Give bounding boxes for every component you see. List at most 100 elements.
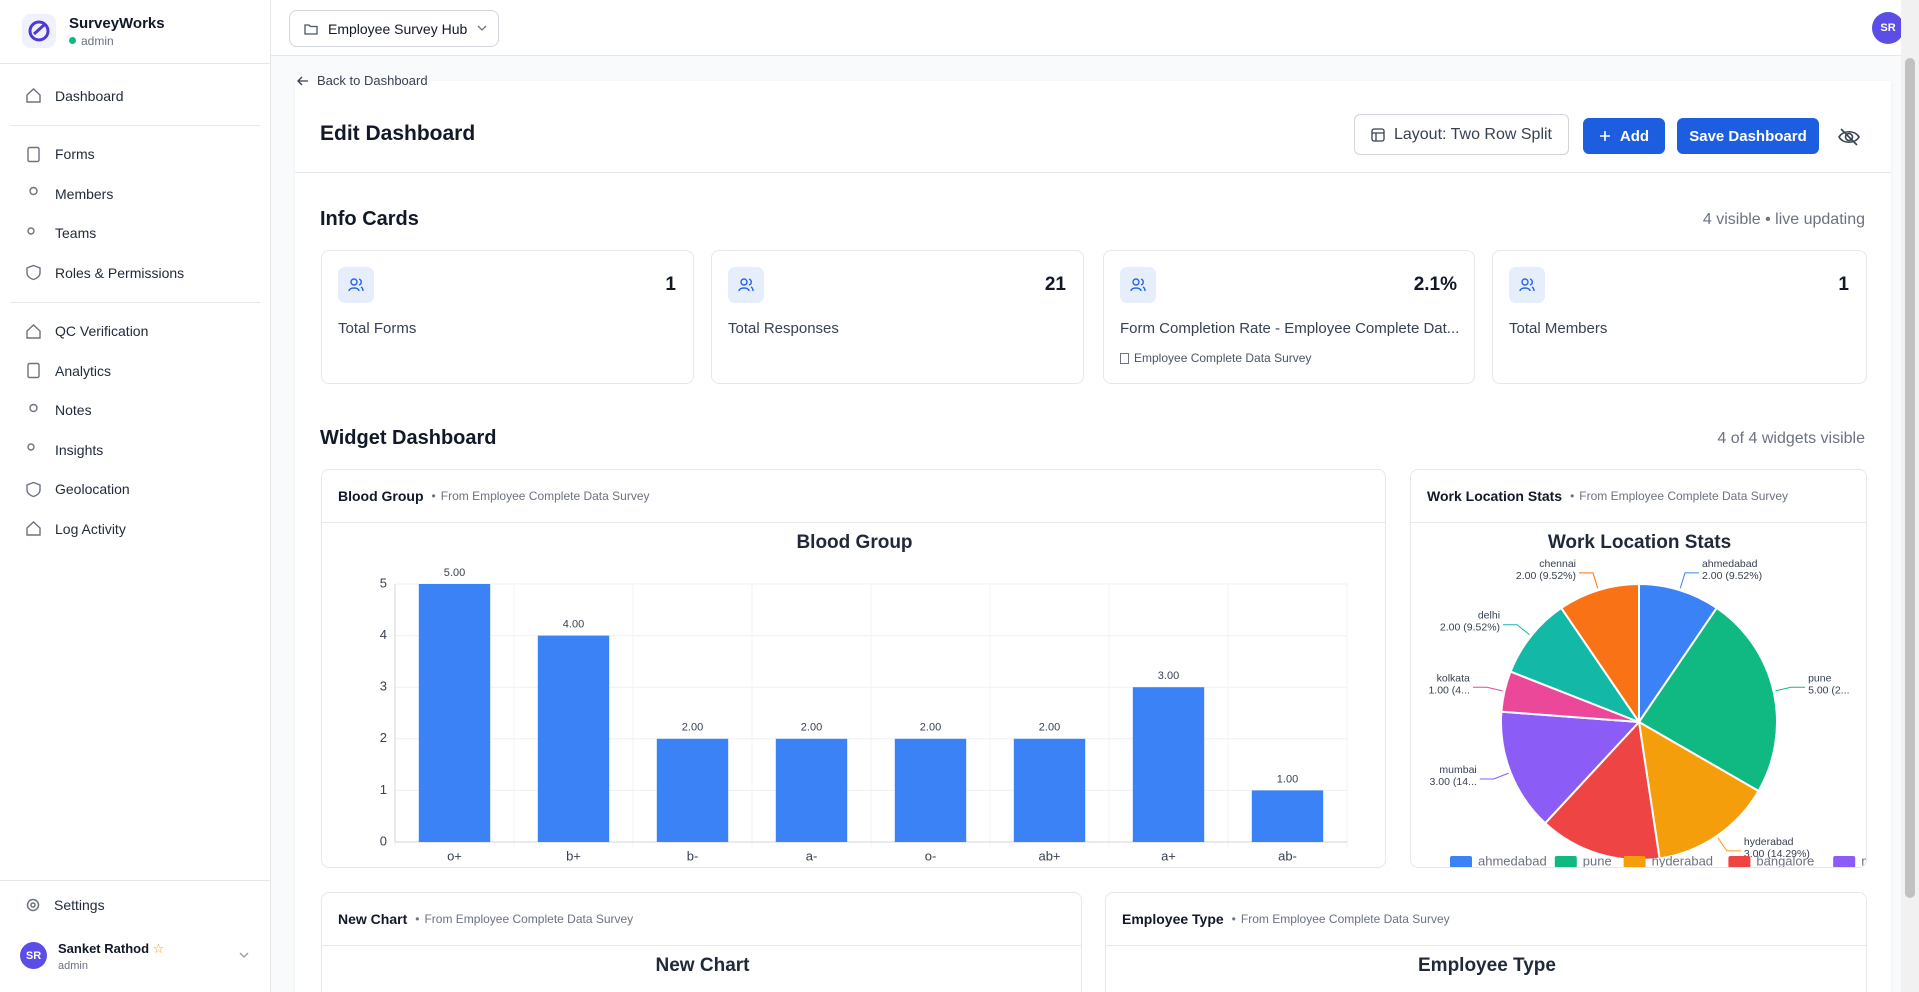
- widgets-title: Widget Dashboard: [320, 427, 497, 449]
- widget-card: Blood Group 0 1 2 3 4 5 5.00 o+ 4.00 b+ 2.00 b- 2.00 a…: [321, 469, 1386, 868]
- bar: [537, 635, 610, 842]
- icon-shape: [27, 443, 35, 451]
- brand-logo: [22, 14, 56, 48]
- pie-slice: [1500, 710, 1642, 825]
- nav-item[interactable]: Analytics: [0, 351, 260, 391]
- settings-label: Settings: [54, 897, 105, 913]
- back-link[interactable]: Back to Dashboard: [297, 73, 428, 88]
- status-dot: [69, 37, 76, 44]
- slice-name: pune: [1808, 672, 1832, 684]
- slice-name: delhi: [1478, 610, 1500, 622]
- nav-icon: [27, 227, 35, 235]
- widget-header: Work Location Stats From Employee Complet…: [1411, 470, 1866, 523]
- divider: [295, 172, 1891, 173]
- widget-header: Employee Type From Employee Complete Data…: [1106, 893, 1866, 946]
- back-label: Back to Dashboard: [317, 73, 428, 88]
- separator: [0, 880, 270, 881]
- brand-role: admin: [81, 34, 114, 48]
- x-tick-label: o-: [925, 848, 937, 863]
- nav-group: QC Verification Analytics Notes Insights Geo…: [10, 301, 260, 549]
- pie-slice: [1637, 720, 1760, 860]
- card-label: Total Forms: [338, 320, 417, 337]
- page-title: Edit Dashboard: [320, 122, 476, 145]
- nav-item[interactable]: Members: [0, 174, 260, 214]
- legend-label: mumbai: [1861, 853, 1867, 868]
- icon-shape: [1120, 352, 1129, 364]
- legend-label: hyderabad: [1652, 853, 1713, 868]
- y-tick-label: 1: [380, 782, 387, 797]
- top-avatar[interactable]: SR: [1872, 12, 1904, 44]
- data-label: 2.00: [801, 722, 822, 734]
- nav-item[interactable]: Roles & Permissions: [0, 253, 260, 293]
- x-tick-label: ab+: [1038, 848, 1060, 863]
- icon-shape: [26, 521, 41, 536]
- bar: [1132, 687, 1205, 842]
- nav-item[interactable]: Insights: [0, 430, 260, 470]
- widget-card: Work Location Stats ahmedabad 2.00 (9.52%)…: [1410, 469, 1867, 868]
- user-name-text: Sanket Rathod: [58, 941, 150, 956]
- separator: [0, 63, 270, 64]
- icon: [348, 278, 364, 292]
- nav-icon: [26, 323, 41, 339]
- icon-shape: [738, 278, 754, 292]
- chart: New Chart: [656, 955, 751, 976]
- nav-label: Analytics: [55, 362, 112, 379]
- nav-icon: [26, 521, 41, 536]
- y-tick-label: 5: [380, 575, 387, 590]
- slice-name: mumbai: [1439, 764, 1476, 776]
- x-tick-label: b+: [566, 848, 581, 863]
- layout-button[interactable]: Layout: Two Row Split: [1354, 114, 1569, 155]
- widget-header: Blood Group From Employee Complete Data S…: [322, 470, 1385, 523]
- save-button[interactable]: Save Dashboard: [1677, 118, 1819, 154]
- sidebar: SurveyWorks admin Dashboard Forms Members T…: [0, 0, 271, 992]
- nav-icon: [29, 403, 38, 412]
- widget-name: New Chart: [338, 911, 408, 927]
- icon: [1519, 278, 1535, 292]
- icon-shape: [350, 278, 358, 286]
- icon: [1130, 278, 1146, 292]
- user-menu-chevron[interactable]: [238, 951, 250, 959]
- y-tick-label: 3: [380, 679, 387, 694]
- slice-label: 5.00 (2...: [1808, 684, 1849, 696]
- slice-name: kolkata: [1437, 672, 1470, 684]
- nav-label: QC Verification: [55, 323, 149, 340]
- data-label: 4.00: [563, 619, 584, 631]
- workspace-name: Employee Survey Hub: [328, 20, 468, 37]
- widget-source: From Employee Complete Data Survey: [1232, 912, 1450, 926]
- leader-line: [1775, 686, 1806, 692]
- nav-item[interactable]: Notes: [0, 391, 260, 431]
- settings-link[interactable]: Settings: [25, 897, 105, 913]
- y-tick-label: 0: [380, 833, 387, 848]
- data-label: 2.00: [682, 722, 703, 734]
- card-icon: [1509, 267, 1545, 303]
- workspace-selector[interactable]: Employee Survey Hub: [289, 10, 499, 47]
- icon-shape: [1130, 278, 1146, 292]
- legend-swatch: [1623, 856, 1646, 867]
- nav-group: Forms Members Teams Roles & Permissions: [10, 124, 260, 293]
- nav-item[interactable]: Teams: [0, 214, 260, 254]
- slice-label: 2.00 (9.52%): [1516, 570, 1576, 582]
- slice-label: 1.00 (4...: [1428, 684, 1469, 696]
- nav-label: Notes: [55, 402, 92, 419]
- scrollbar-thumb[interactable]: [1905, 58, 1915, 898]
- nav-icon: [27, 146, 40, 162]
- chart: Blood Group 0 1 2 3 4 5 5.00 o+ 4.00 b+ 2.00 b- 2.00 a…: [380, 532, 1348, 863]
- add-button[interactable]: Add: [1583, 118, 1665, 154]
- nav-item[interactable]: Log Activity: [0, 509, 260, 549]
- pie-slice: [1559, 582, 1640, 726]
- icon-shape: [29, 187, 38, 196]
- widget-source: From Employee Complete Data Survey: [432, 489, 650, 503]
- info-card: 2.1% Form Completion Rate - Employee Comp…: [1103, 250, 1475, 384]
- pie-slice: [1638, 582, 1719, 726]
- widget-name: Employee Type: [1122, 911, 1224, 927]
- nav-item[interactable]: QC Verification: [0, 312, 260, 352]
- nav-item[interactable]: Dashboard: [0, 76, 270, 116]
- nav-group: Dashboard: [0, 76, 270, 116]
- leader-line: [1717, 837, 1741, 852]
- info-cards-title: Info Cards: [320, 208, 419, 230]
- nav-item[interactable]: Geolocation: [0, 470, 260, 510]
- nav-item[interactable]: Forms: [0, 135, 260, 175]
- bar: [1251, 790, 1324, 842]
- card-icon: [338, 267, 374, 303]
- visibility-toggle[interactable]: [1833, 121, 1865, 153]
